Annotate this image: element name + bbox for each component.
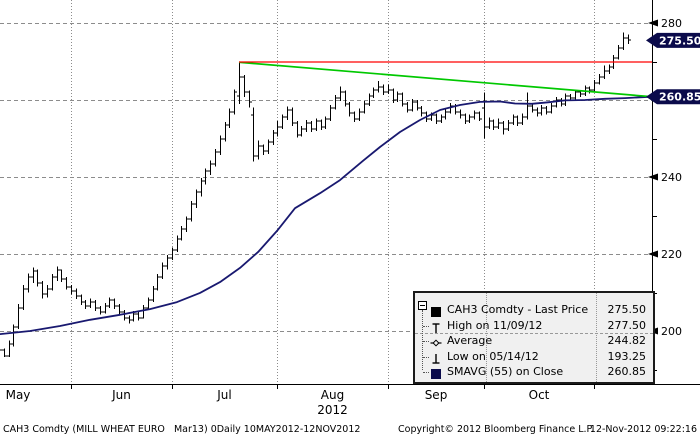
chart-legend[interactable]: CAH3 Comdty - Last Price 275.50 High on 11… (413, 291, 655, 384)
month-labels: May Jun Jul Aug Sep Oct 2012 (6, 388, 550, 417)
legend-tree-branch (423, 356, 429, 358)
legend-row-icon (430, 350, 442, 364)
low-marker-icon (432, 353, 440, 364)
month-label: May (6, 388, 31, 402)
legend-row-value: 260.85 (607, 365, 647, 378)
legend-collapse-button[interactable] (418, 301, 427, 310)
legend-row-value: 275.50 (607, 303, 647, 316)
legend-row: SMAVG (55) on Close 260.85 (430, 364, 648, 379)
gridline-through-legend (415, 333, 653, 334)
axis-arrow-tick (648, 173, 658, 181)
month-label: Oct (529, 388, 550, 402)
high-marker-icon (432, 322, 440, 333)
legend-tree-line (422, 310, 423, 370)
legend-row-value: 193.25 (607, 349, 647, 363)
footer-security-info: CAH3 Comdty (MILL WHEAT EURO Mar13) 0Dai… (3, 424, 361, 435)
legend-tree-branch (423, 372, 429, 373)
legend-row-icon (430, 365, 442, 379)
grid-lines (0, 0, 652, 384)
navy-square-icon (431, 369, 441, 379)
price-axis-label: 220 (661, 248, 682, 261)
green-trend-line (238, 61, 653, 98)
axis-arrow-tick (648, 19, 658, 27)
legend-row-label: Low on 05/14/12 (447, 349, 539, 363)
legend-tree-branch (423, 341, 429, 342)
ohlc-bars (0, 32, 632, 357)
legend-row-icon (430, 334, 442, 347)
price-tag-last-price: 275.50 (646, 32, 700, 48)
price-tag-smavg: 260.85 (646, 89, 700, 105)
footer-timestamp: 12-Nov-2012 09:22:16 (589, 424, 697, 435)
gridline-through-legend (486, 293, 487, 382)
legend-row-label: High on 11/09/12 (447, 318, 543, 332)
average-marker-icon (430, 339, 442, 347)
legend-row: Low on 05/14/12 193.25 (430, 349, 648, 364)
legend-row-value: 244.82 (607, 334, 647, 347)
footer-bar: CAH3 Comdty (MILL WHEAT EURO Mar13) 0Dai… (0, 423, 700, 437)
axis-arrow-tick (648, 250, 658, 258)
legend-row: Average 244.82 (430, 333, 648, 348)
legend-row-label: SMAVG (55) on Close (447, 365, 564, 378)
month-label: Jul (216, 388, 231, 402)
price-axis-label: 240 (661, 171, 682, 184)
minus-icon (420, 305, 425, 306)
legend-row: CAH3 Comdty - Last Price 275.50 (430, 302, 648, 317)
price-axis-label: 200 (661, 325, 682, 338)
year-label: 2012 (317, 403, 348, 417)
legend-row-icon (430, 303, 442, 317)
legend-row-label: Average (447, 334, 493, 347)
black-square-icon (431, 307, 441, 317)
legend-row-value: 277.50 (607, 318, 647, 332)
price-axis-label: 280 (661, 17, 682, 30)
price-tag-value: 275.50 (659, 34, 700, 47)
smavg-line (0, 95, 653, 336)
legend-tree-branch (423, 325, 429, 327)
legend-row: High on 11/09/12 277.50 (430, 318, 648, 333)
legend-row-label: CAH3 Comdty - Last Price (447, 303, 589, 316)
price-tag-value: 260.85 (659, 91, 700, 104)
month-label: Aug (321, 388, 344, 402)
month-label: Jun (111, 388, 131, 402)
legend-row-icon (430, 319, 442, 333)
footer-copyright: Copyright© 2012 Bloomberg Finance L.P. (398, 424, 594, 435)
month-label: Sep (425, 388, 448, 402)
gridline-through-legend (596, 293, 597, 382)
